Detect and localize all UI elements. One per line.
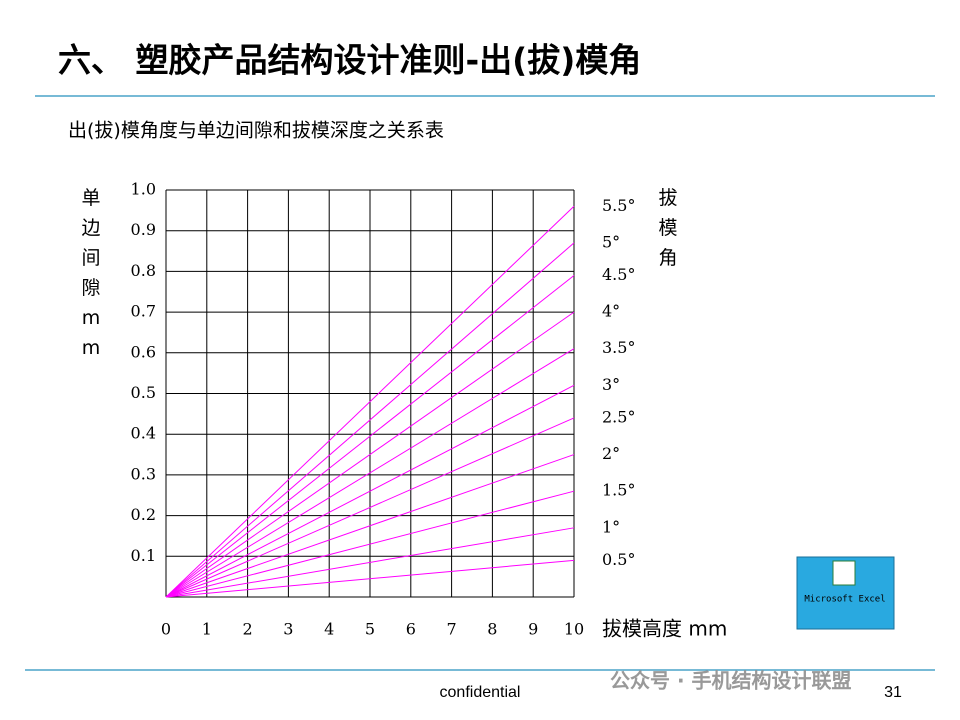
x-tick-label: 2 (243, 620, 253, 639)
series-line (165, 348, 575, 598)
series-label: 3.5° (602, 338, 635, 357)
series-label: 1.5° (602, 481, 635, 500)
series-label: 2° (602, 444, 620, 463)
series-label: 3° (602, 375, 620, 394)
x-axis-label: 拔模高度 mm (602, 617, 727, 641)
series-line (165, 311, 575, 598)
y-tick-label: 0.5 (131, 383, 156, 402)
footer: confidential (440, 684, 521, 701)
series-label: 5.5° (602, 196, 635, 215)
series-line (165, 417, 575, 598)
series-label: 0.5° (602, 550, 635, 569)
series-line (165, 454, 575, 598)
x-tick-label: 5 (365, 620, 375, 639)
legend-title: 拔模角 (658, 187, 678, 269)
x-tick-label: 7 (447, 620, 457, 639)
y-tick-label: 1.0 (131, 180, 156, 199)
series-label: 5° (602, 232, 620, 251)
series-line (165, 559, 575, 598)
x-tick-label: 0 (161, 620, 171, 639)
y-tick-label: 0.2 (131, 505, 156, 524)
series-line (165, 490, 575, 598)
series-line (165, 242, 575, 598)
series-label: 4° (602, 302, 620, 321)
y-tick-label: 0.6 (131, 342, 156, 361)
x-tick-label: 3 (283, 620, 293, 639)
icon-label: Microsoft Excel (804, 595, 885, 605)
y-tick-label: 0.4 (131, 424, 156, 443)
series-label: 4.5° (602, 265, 635, 284)
series-label: 1° (602, 517, 620, 536)
y-tick-label: 0.8 (131, 261, 156, 280)
series-label: 2.5° (602, 407, 635, 426)
y-tick-label: 0.3 (131, 464, 156, 483)
slide-title: 六、 塑胶产品结构设计准则-出(拔)模角 (58, 41, 641, 80)
watermark: 公众号 · 手机结构设计联盟 (610, 669, 852, 693)
page-number: 31 (884, 684, 902, 701)
x-tick-label: 1 (202, 620, 212, 639)
x-tick-label: 10 (564, 620, 584, 639)
y-tick-label: 0.9 (131, 220, 156, 239)
x-tick-label: 6 (406, 620, 416, 639)
x-tick-label: 8 (487, 620, 497, 639)
y-axis-label: 单边间隙mm (81, 187, 101, 359)
x-tick-label: 4 (324, 620, 334, 639)
y-tick-label: 0.7 (131, 302, 156, 321)
series-line (165, 275, 575, 598)
excel-glyph (832, 560, 856, 586)
x-tick-label: 9 (528, 620, 538, 639)
series-line (165, 384, 575, 598)
chart-title: 出(拔)模角度与单边间隙和拔模深度之关系表 (68, 120, 444, 142)
series-line (165, 527, 575, 598)
y-tick-label: 0.1 (131, 546, 156, 565)
series-line (165, 205, 575, 598)
